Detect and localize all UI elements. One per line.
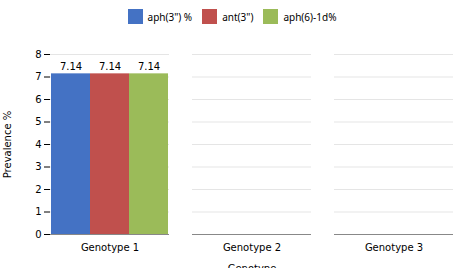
svg-text:Genotype 2: Genotype 2 bbox=[223, 242, 281, 253]
svg-text:0: 0 bbox=[35, 229, 41, 240]
svg-text:2: 2 bbox=[35, 184, 41, 195]
svg-text:4: 4 bbox=[35, 139, 41, 150]
svg-text:7: 7 bbox=[35, 71, 41, 82]
svg-text:6: 6 bbox=[35, 94, 41, 105]
svg-text:5: 5 bbox=[35, 116, 41, 127]
svg-text:Genotype: Genotype bbox=[228, 263, 277, 268]
html-text:ant(3"): ant(3") bbox=[222, 9, 254, 24]
svg-text:7.14: 7.14 bbox=[138, 61, 160, 72]
svg-text:8: 8 bbox=[35, 49, 41, 60]
svg-text:Genotype 3: Genotype 3 bbox=[365, 242, 423, 253]
svg-text:Prevalence %: Prevalence % bbox=[2, 111, 13, 179]
svg-text:7.14: 7.14 bbox=[60, 61, 82, 72]
html-text:aph(3") %: aph(3") % bbox=[147, 9, 193, 24]
svg-text:3: 3 bbox=[35, 161, 41, 172]
svg-text:7.14: 7.14 bbox=[99, 61, 121, 72]
svg-text:Genotype 1: Genotype 1 bbox=[81, 242, 139, 253]
html-text:aph(6)-1d%: aph(6)-1d% bbox=[283, 9, 337, 24]
svg-text:1: 1 bbox=[35, 206, 41, 217]
